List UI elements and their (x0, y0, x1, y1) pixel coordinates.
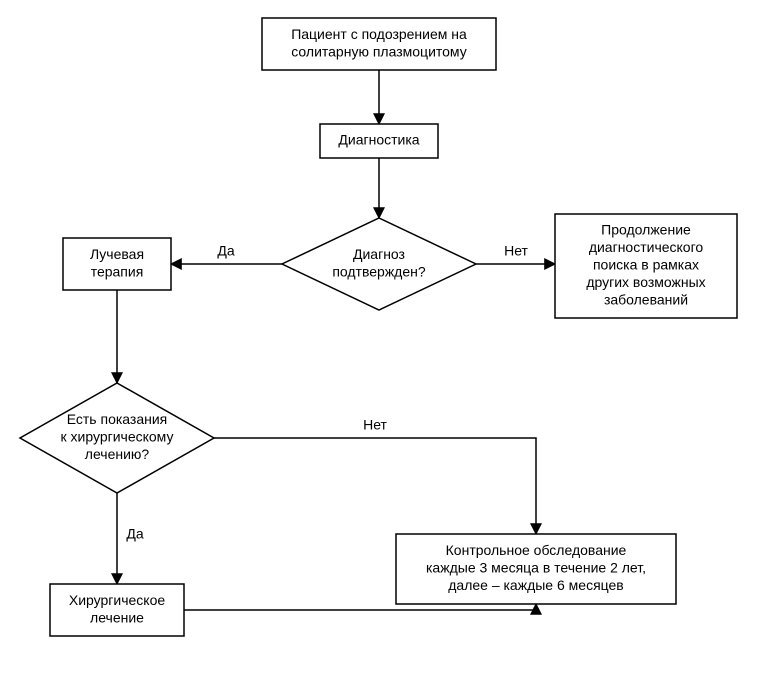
node-text-line: Есть показания (67, 411, 168, 427)
node-text-line: Диагностика (338, 132, 419, 148)
edge-label-e7: Нет (363, 417, 387, 433)
edge-e7 (214, 438, 536, 534)
flowchart-canvas: Да Нет Да Нет Пациент с подозрением насолита… (0, 0, 759, 696)
node-text-line: Лучевая (90, 246, 144, 262)
node-n_diag: Диагностика (320, 124, 438, 158)
node-n_confirm: Диагнозподтвержден? (282, 218, 476, 310)
node-text-line: к хирургическому (61, 429, 174, 445)
node-text-line: лечение (90, 609, 144, 625)
node-text-line: солитарную плазмоцитому (291, 43, 466, 59)
node-text-line: Диагноз (353, 246, 405, 262)
node-text-line: лечению? (85, 446, 150, 462)
node-text-line: каждые 3 месяца в течение 2 лет, (426, 560, 646, 576)
node-text-line: заболеваний (604, 292, 688, 308)
edge-label-e4: Нет (504, 243, 528, 259)
node-text-line: других возможных (586, 274, 705, 290)
node-n_rad: Лучеваятерапия (63, 238, 171, 290)
node-text-line: Продолжение (601, 222, 691, 238)
node-n_followup: Контрольное обследование каждые 3 месяца … (396, 534, 676, 604)
node-text-line: поиска в рамках (593, 257, 699, 273)
node-n_start: Пациент с подозрением насолитарную плазм… (262, 18, 496, 70)
node-n_cont: Продолжениедиагностического поиска в рамк… (555, 214, 737, 318)
node-text-line: терапия (91, 263, 144, 279)
node-text-line: Хирургическое (69, 592, 165, 608)
node-text-line: подтвержден? (332, 263, 426, 279)
node-n_surg: Хирургическоелечение (50, 584, 184, 636)
node-text-line: Контрольное обследование (446, 542, 627, 558)
edge-label-e6: Да (126, 526, 143, 542)
edge-e8 (184, 604, 536, 610)
node-n_surg_q: Есть показания к хирургическомулечению? (20, 383, 214, 493)
node-text-line: далее – каждые 6 месяцев (448, 577, 624, 593)
node-text-line: диагностического (589, 239, 704, 255)
edge-label-e3: Да (217, 243, 234, 259)
node-text-line: Пациент с подозрением на (291, 26, 467, 42)
